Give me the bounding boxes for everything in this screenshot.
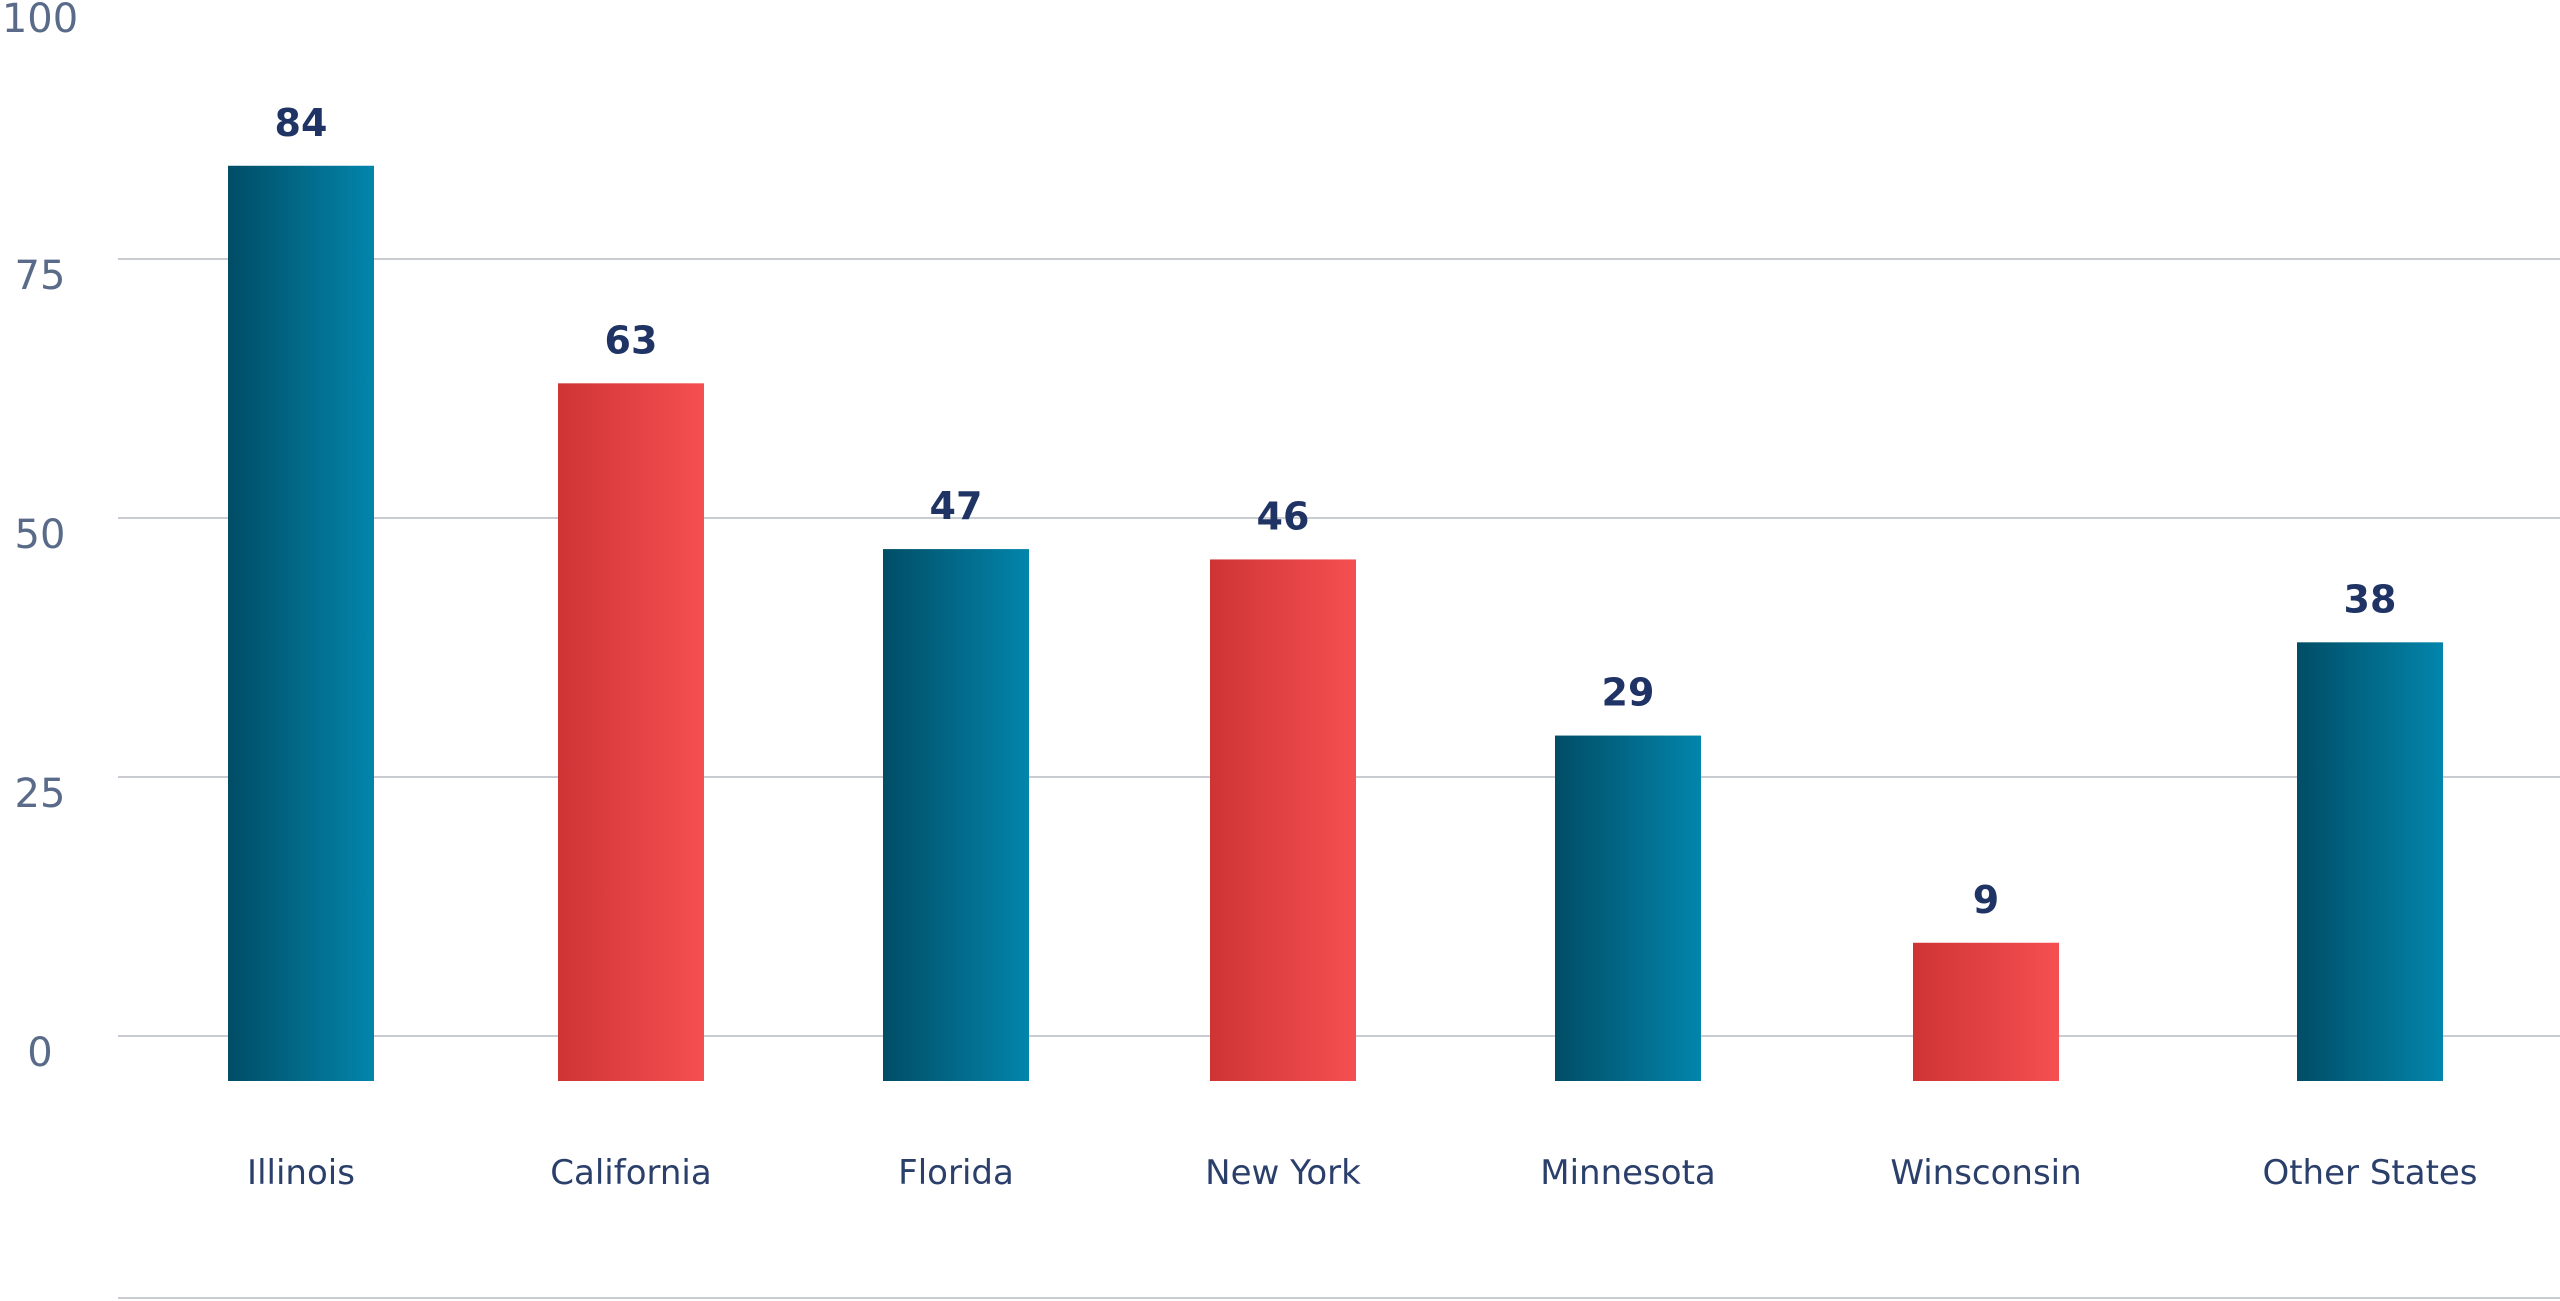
y-tick-label: 100 — [2, 0, 78, 42]
bar-other-states — [2297, 642, 2443, 1081]
bars — [228, 165, 2443, 1081]
bar-illinois — [228, 165, 374, 1081]
y-tick-label: 25 — [15, 771, 66, 817]
y-axis-ticks: 0 25 50 75 100 — [2, 0, 78, 1076]
value-label: 9 — [1973, 878, 1999, 922]
y-tick-label: 50 — [15, 512, 66, 558]
value-label: 63 — [605, 318, 658, 362]
category-label: New York — [1205, 1153, 1361, 1193]
y-tick-label: 75 — [15, 253, 66, 299]
bar-florida — [883, 549, 1029, 1081]
bar-winsconsin — [1913, 942, 2059, 1081]
value-label: 38 — [2344, 577, 2397, 621]
bar-california — [558, 383, 704, 1081]
y-tick-label: 0 — [27, 1030, 52, 1076]
value-label: 47 — [930, 484, 983, 528]
grid-lines — [118, 258, 2560, 1299]
value-label: 84 — [275, 101, 328, 145]
category-label: Winsconsin — [1890, 1153, 2081, 1193]
category-label: Minnesota — [1540, 1153, 1715, 1193]
value-label: 46 — [1257, 494, 1310, 538]
category-label: California — [550, 1153, 711, 1193]
category-label: Florida — [898, 1153, 1014, 1193]
value-labels: 84 63 47 46 29 9 38 — [275, 101, 2397, 922]
bar-new-york — [1210, 559, 1356, 1081]
category-label: Other States — [2262, 1153, 2477, 1193]
value-label: 29 — [1602, 671, 1655, 715]
category-label: Illinois — [247, 1153, 355, 1193]
bar-minnesota — [1555, 735, 1701, 1081]
category-labels: Illinois California Florida New York Minneso… — [247, 1153, 2477, 1193]
